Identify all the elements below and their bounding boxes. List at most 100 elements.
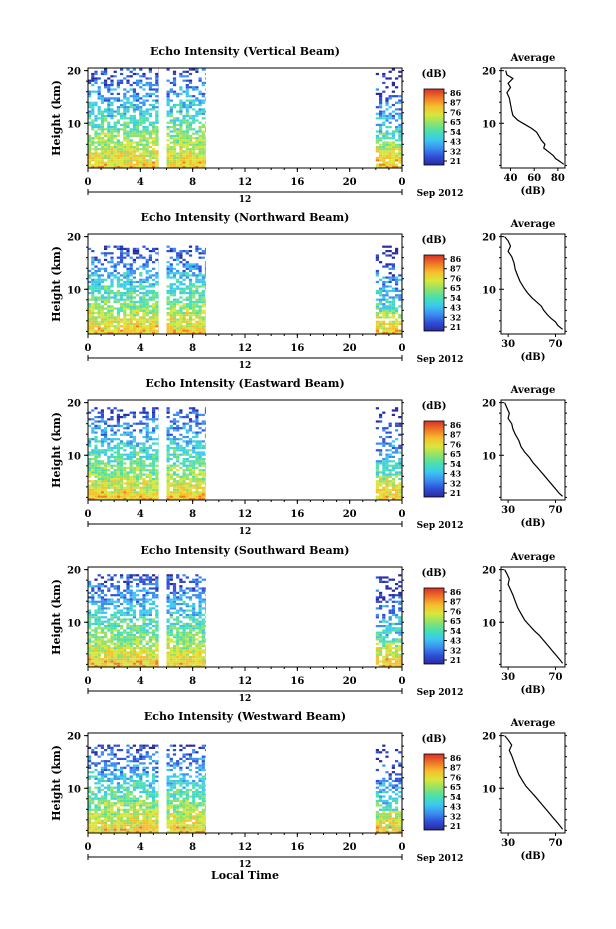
- panel-4: Echo Intensity (Westward Beam) 20 10 Height…: [50, 710, 567, 870]
- x-tick-label: 0: [399, 842, 406, 853]
- x-tick-label: 12: [238, 177, 252, 188]
- colorbar: [423, 753, 445, 831]
- profile-x-tick-label: 80: [551, 173, 565, 184]
- colorbar-label: 87: [450, 98, 461, 108]
- colorbar-label: 76: [450, 439, 462, 449]
- colorbar-label: 65: [450, 782, 461, 792]
- y-axis-label: Height (km): [50, 412, 63, 488]
- profile-y-tick-label: 20: [482, 732, 496, 743]
- profile-y-tick-label: 10: [482, 285, 496, 296]
- x-tick-label: 4: [137, 177, 144, 188]
- colorbar-unit: (dB): [422, 401, 447, 412]
- x-tick-label: 12: [238, 343, 252, 354]
- heatmap-cells: [88, 245, 402, 334]
- profile-y-tick-label: 20: [482, 233, 496, 244]
- profile-frame: [500, 566, 566, 668]
- panel-title: Echo Intensity (Southward Beam): [141, 544, 350, 557]
- y-axis-label: Height (km): [50, 579, 63, 655]
- heatmap-cells: [88, 744, 402, 833]
- x-tick-label: 12: [238, 842, 252, 853]
- y-tick-label: 20: [67, 566, 81, 577]
- profile-y-tick-label: 10: [482, 119, 496, 130]
- x-tick-label: 0: [85, 177, 92, 188]
- colorbar-label: 32: [450, 478, 461, 488]
- x-tick-label: 4: [137, 509, 144, 520]
- colorbar-label: 32: [450, 811, 461, 821]
- y-tick-label: 20: [67, 732, 81, 743]
- profile-title: Average: [510, 219, 556, 230]
- profile-x-tick-label: 40: [504, 173, 518, 184]
- y-tick-label: 20: [67, 399, 81, 410]
- colorbar-label: 32: [450, 146, 461, 156]
- profile-x-tick-label: 70: [549, 838, 563, 849]
- colorbar-unit: (dB): [422, 734, 447, 745]
- x-tick-label: 16: [290, 343, 304, 354]
- x-tick-label: 4: [137, 343, 144, 354]
- x-tick-label: 0: [85, 343, 92, 354]
- x-tick-label: 20: [343, 343, 357, 354]
- profile-title: Average: [510, 385, 556, 396]
- x-tick-label: 8: [189, 842, 196, 853]
- date-day-label: 12: [239, 860, 252, 870]
- profile-x-tick-label: 70: [549, 339, 563, 350]
- date-label: Sep 2012: [417, 854, 464, 864]
- panel-2: Echo Intensity (Eastward Beam) 20 10 Height…: [50, 377, 567, 537]
- y-tick-label: 10: [67, 119, 81, 130]
- profile-x-label: (dB): [521, 518, 546, 529]
- x-tick-label: 12: [238, 509, 252, 520]
- panel-title: Echo Intensity (Northward Beam): [141, 211, 350, 224]
- colorbar-label: 21: [450, 655, 461, 665]
- date-day-label: 12: [239, 694, 252, 704]
- x-tick-label: 16: [290, 842, 304, 853]
- y-tick-label: 10: [67, 618, 81, 629]
- y-tick-label: 20: [67, 67, 81, 78]
- profile-x-label: (dB): [521, 851, 546, 862]
- profile-title: Average: [510, 53, 556, 64]
- profile-frame: [500, 67, 566, 169]
- colorbar-label: 43: [450, 802, 462, 812]
- profile-line: [504, 402, 563, 497]
- colorbar-label: 65: [450, 283, 461, 293]
- profile-y-tick-label: 10: [482, 618, 496, 629]
- y-tick-label: 10: [67, 451, 81, 462]
- y-axis-label: Height (km): [50, 80, 63, 156]
- panel-3: Echo Intensity (Southward Beam) 20 10 Heigh…: [50, 544, 567, 704]
- colorbar-label: 32: [450, 312, 461, 322]
- colorbar-label: 86: [450, 420, 462, 430]
- y-tick-label: 10: [67, 285, 81, 296]
- profile-y-tick-label: 10: [482, 451, 496, 462]
- panel-title: Echo Intensity (Westward Beam): [144, 710, 346, 723]
- profile-line: [504, 569, 564, 664]
- colorbar-label: 87: [450, 264, 461, 274]
- profile-x-label: (dB): [521, 186, 546, 197]
- heatmap-cells: [88, 574, 402, 667]
- profile-x-tick-label: 70: [549, 672, 563, 683]
- colorbar-label: 21: [450, 156, 461, 166]
- profile-title: Average: [510, 552, 556, 563]
- colorbar-label: 65: [450, 117, 461, 127]
- colorbar-label: 65: [450, 616, 461, 626]
- x-tick-label: 8: [189, 676, 196, 687]
- y-tick-label: 10: [67, 784, 81, 795]
- x-tick-label: 0: [85, 842, 92, 853]
- profile-x-tick-label: 60: [527, 173, 541, 184]
- x-tick-label: 16: [290, 509, 304, 520]
- colorbar-label: 54: [450, 459, 462, 469]
- x-tick-label: 0: [85, 509, 92, 520]
- x-tick-label: 8: [189, 177, 196, 188]
- colorbar-label: 76: [450, 273, 462, 283]
- colorbar-label: 43: [450, 303, 462, 313]
- colorbar-unit: (dB): [422, 235, 447, 246]
- panel-title: Echo Intensity (Eastward Beam): [145, 377, 344, 390]
- x-tick-label: 8: [189, 509, 196, 520]
- colorbar-label: 87: [450, 597, 461, 607]
- colorbar-label: 87: [450, 430, 461, 440]
- x-tick-label: 0: [399, 177, 406, 188]
- profile-frame: [500, 732, 566, 834]
- profile-y-tick-label: 10: [482, 784, 496, 795]
- x-tick-label: 20: [343, 509, 357, 520]
- x-tick-label: 4: [137, 842, 144, 853]
- colorbar-label: 54: [450, 792, 462, 802]
- profile-line: [504, 236, 563, 330]
